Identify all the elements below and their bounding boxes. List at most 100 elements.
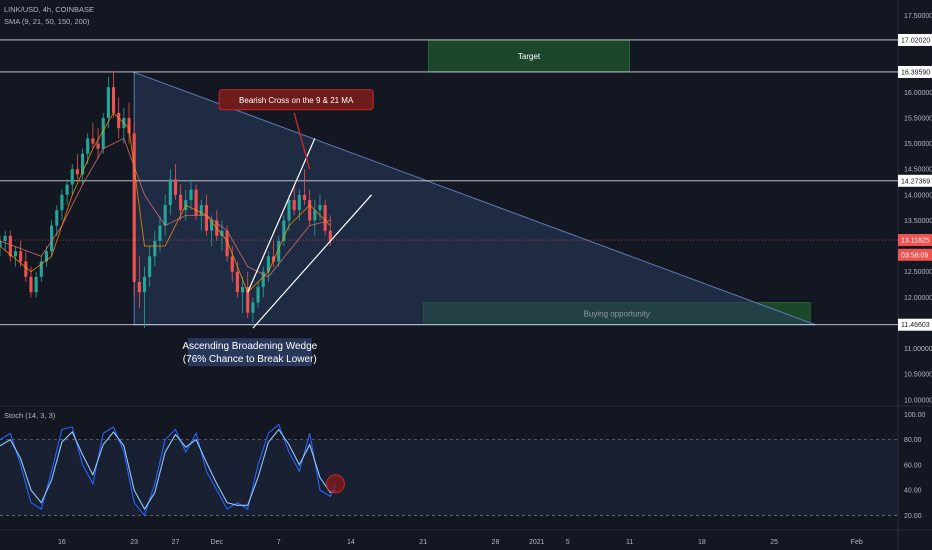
- stoch-tick-3: 40.00: [904, 488, 922, 495]
- time-tick-6: 21: [419, 539, 427, 546]
- candle-body-26: [132, 133, 136, 282]
- price-axis: 17.50000 16.00000 15.50000 15.00000 14.50000…: [898, 13, 932, 404]
- time-tick-8: 2021: [529, 539, 545, 546]
- candle-body-27: [137, 281, 141, 293]
- moving-averages: [0, 112, 331, 293]
- candle-body-11: [55, 210, 59, 226]
- price-label-bg-4: [898, 248, 932, 261]
- candle-body-59: [302, 194, 307, 200]
- price-label-bg-0: [898, 33, 932, 46]
- candle-body-15: [75, 169, 79, 175]
- wedge-title-line1: Ascending Broadening Wedge: [182, 341, 317, 352]
- candle-body-3: [13, 251, 18, 257]
- candle-body-44: [225, 230, 229, 257]
- price-tick-3: 15.00000: [904, 141, 932, 148]
- price-label-2: 14.27369: [901, 178, 930, 185]
- time-tick-0: 16: [58, 539, 66, 546]
- wedge-lower-line: [252, 194, 373, 329]
- time-tick-4: 7: [277, 539, 281, 546]
- candle-body-17: [86, 138, 90, 154]
- stoch-tick-4: 20.00: [904, 513, 922, 520]
- stoch-band-fill: [0, 439, 898, 516]
- price-tick-1: 16.00000: [904, 90, 932, 97]
- candle-body-31: [158, 225, 162, 241]
- stoch-highlight-circle: [325, 474, 345, 494]
- time-tick-5: 14: [347, 539, 355, 546]
- candle-body-51: [261, 271, 265, 288]
- candle-body-32: [163, 205, 167, 226]
- candle-body-35: [179, 194, 183, 211]
- sma-legend: SMA (9, 21, 50, 150, 200): [4, 17, 90, 26]
- time-axis: 16 23 27 Dec 7 14 21 28 2021 5 11 18 25 Feb: [58, 539, 863, 546]
- price-label-bg-1: [898, 65, 932, 78]
- stochastic-pane: Stoch (14, 3, 3) 100.00 80.00 60.00 40.00 20.…: [0, 411, 926, 520]
- candle-body-48: [246, 287, 250, 313]
- price-label-bg-3: [898, 234, 932, 247]
- stoch-tick-0: 100.00: [904, 412, 926, 419]
- wedge-title-line2: (76% Chance to Break Lower): [183, 354, 317, 365]
- candle-body-13: [65, 184, 69, 195]
- price-tick-0: 17.50000: [904, 13, 932, 20]
- candle-body-57: [292, 199, 296, 211]
- candle-body-2: [8, 235, 12, 257]
- price-label-0: 17.02020: [901, 37, 930, 44]
- candle-body-20: [101, 117, 105, 149]
- candle-body-46: [235, 271, 239, 293]
- time-tick-9: 5: [566, 539, 570, 546]
- candle-body-62: [318, 205, 322, 211]
- price-tick-6: 13.50000: [904, 218, 932, 225]
- candle-body-64: [328, 230, 332, 241]
- candle-body-38: [194, 189, 198, 216]
- candle-body-8: [39, 261, 43, 277]
- candle-body-12: [60, 194, 64, 211]
- candle-body-55: [282, 220, 286, 241]
- candle-body-34: [173, 179, 178, 195]
- stoch-d-line: [0, 428, 336, 511]
- candle-body-43: [220, 230, 224, 236]
- candle-body-14: [70, 169, 74, 185]
- candle-body-56: [287, 199, 291, 221]
- candles: [0, 71, 332, 329]
- price-tick-5: 14.00000: [904, 192, 932, 199]
- candle-body-49: [251, 302, 255, 313]
- bearish-cross-arrow: [293, 112, 311, 170]
- price-label-bg-5: [898, 318, 932, 331]
- stoch-title: Stoch (14, 3, 3): [4, 411, 56, 420]
- time-tick-10: 11: [626, 539, 633, 546]
- horizontal-levels: [0, 39, 898, 326]
- price-label-bg-2: [898, 174, 932, 187]
- price-tick-10: 10.50000: [904, 372, 932, 379]
- price-label-4: 03:58:09: [901, 252, 928, 259]
- candle-body-61: [313, 210, 317, 221]
- candle-body-39: [199, 205, 203, 216]
- wedge-title-box: [187, 338, 312, 367]
- time-tick-13: Feb: [851, 539, 863, 546]
- symbol-title: LINK/USD, 4h, COINBASE: [4, 5, 94, 14]
- annotations: Bearish Cross on the 9 & 21 MA Ascending …: [182, 89, 374, 367]
- wedge-upper-line: [247, 138, 316, 293]
- candle-body-7: [34, 276, 38, 293]
- price-tick-7: 12.50000: [904, 269, 932, 276]
- candle-body-45: [230, 256, 234, 272]
- trend-lines: [247, 138, 373, 329]
- candle-body-16: [81, 153, 85, 175]
- time-tick-2: 27: [172, 539, 180, 546]
- bearish-cross-label: Bearish Cross on the 9 & 21 MA: [239, 96, 354, 105]
- candle-body-33: [168, 179, 172, 206]
- candle-body-9: [44, 251, 48, 262]
- time-tick-12: 25: [770, 539, 778, 546]
- stoch-tick-2: 60.00: [904, 462, 922, 469]
- candle-body-41: [210, 220, 214, 231]
- candle-body-21: [106, 87, 110, 118]
- candle-body-37: [189, 189, 193, 200]
- candle-body-6: [29, 276, 33, 293]
- candle-body-54: [277, 240, 281, 262]
- candle-body-19: [96, 143, 100, 149]
- price-tick-11: 10.00000: [904, 397, 932, 404]
- stoch-k-line: [0, 423, 337, 517]
- price-label-1: 16.39590: [901, 69, 930, 76]
- candle-body-52: [266, 256, 270, 272]
- candle-body-63: [323, 205, 327, 231]
